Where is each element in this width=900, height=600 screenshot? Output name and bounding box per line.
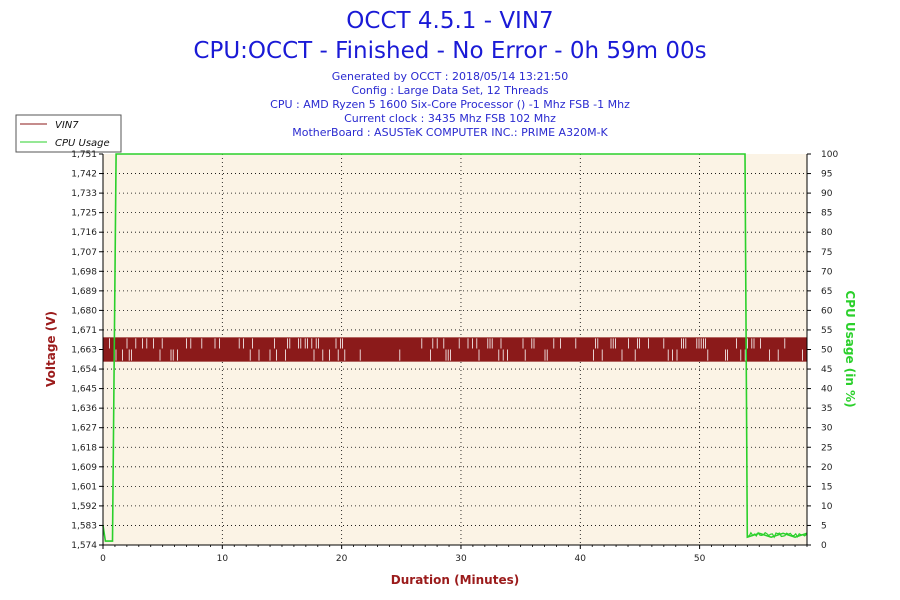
right-tick-label: 60 [821,306,833,316]
legend: VIN7 CPU Usage [15,114,122,153]
info-line-motherboard: MotherBoard : ASUSTeK COMPUTER INC.: PRI… [292,126,608,139]
right-tick-label: 30 [821,424,833,434]
y-axis-label-right: CPU Usage (in %) [843,290,857,407]
x-tick-label: 40 [575,554,587,564]
left-tick-label: 1,618 [71,443,97,453]
info-line-clock: Current clock : 3435 Mhz FSB 102 Mhz [344,112,556,125]
right-tick-label: 90 [821,189,833,199]
left-tick-label: 1,627 [71,424,97,434]
info-line-config: Config : Large Data Set, 12 Threads [352,84,549,97]
left-tick-label: 1,583 [71,521,97,531]
cpu-usage-line [102,153,808,542]
left-tick-label: 1,742 [71,170,97,180]
right-tick-label: 45 [821,365,832,375]
left-tick-label: 1,725 [71,209,97,219]
x-tick-label: 50 [694,554,706,564]
right-tick-label: 100 [821,150,838,160]
cpu-usage-tail [747,531,807,539]
right-tick-label: 80 [821,228,833,238]
x-axis-ticks: 0 10 20 30 40 50 [100,545,808,564]
right-tick-label: 40 [821,385,833,395]
right-tick-label: 10 [821,502,833,512]
x-axis-label: Duration (Minutes) [391,573,519,587]
left-tick-label: 1,716 [71,228,97,238]
left-tick-label: 1,654 [71,365,97,375]
cpu-usage-series [102,153,808,542]
left-tick-label: 1,680 [71,306,97,316]
info-line-cpu: CPU : AMD Ryzen 5 1600 Six-Core Processo… [270,98,630,111]
right-tick-label: 55 [821,326,832,336]
right-tick-label: 5 [821,521,827,531]
legend-label-cpu-usage: CPU Usage [55,138,110,149]
right-tick-label: 0 [821,541,827,551]
legend-label-vin7: VIN7 [55,120,79,131]
left-tick-label: 1,689 [71,287,97,297]
left-tick-label: 1,671 [71,326,97,336]
right-tick-label: 15 [821,482,832,492]
right-tick-label: 85 [821,209,832,219]
right-tick-label: 35 [821,404,832,414]
right-axis-ticks: 1009590858075706560555045403530252015105… [807,150,838,551]
left-tick-label: 1,663 [71,346,97,356]
left-tick-label: 1,751 [71,150,97,160]
left-tick-label: 1,601 [71,482,97,492]
right-tick-label: 50 [821,346,833,356]
left-axis-ticks: 1,751 1,742 1,733 1,725 1,716 1,707 1,698 1,689… [71,150,103,551]
y-axis-label-left: Voltage (V) [44,311,58,387]
x-tick-label: 0 [100,554,106,564]
left-tick-label: 1,636 [71,404,97,414]
left-tick-label: 1,707 [71,248,97,258]
vin7-band [103,337,807,362]
chart-subtitle: CPU:OCCT - Finished - No Error - 0h 59m … [193,38,706,64]
chart-title: OCCT 4.5.1 - VIN7 [346,8,553,34]
vin7-series [103,337,807,362]
right-tick-label: 25 [821,443,832,453]
legend-box [15,114,122,153]
right-tick-label: 65 [821,287,832,297]
left-tick-label: 1,733 [71,189,97,199]
x-tick-label: 10 [217,554,229,564]
info-line-generated: Generated by OCCT : 2018/05/14 13:21:50 [332,70,569,83]
right-tick-label: 20 [821,463,833,473]
right-tick-label: 95 [821,170,832,180]
left-tick-label: 1,698 [71,267,97,277]
left-tick-label: 1,609 [71,463,97,473]
left-tick-label: 1,645 [71,385,97,395]
right-tick-label: 70 [821,267,833,277]
left-tick-label: 1,592 [71,502,97,512]
x-tick-label: 30 [455,554,467,564]
right-tick-label: 75 [821,248,832,258]
x-tick-label: 20 [336,554,348,564]
left-tick-label: 1,574 [71,541,97,551]
